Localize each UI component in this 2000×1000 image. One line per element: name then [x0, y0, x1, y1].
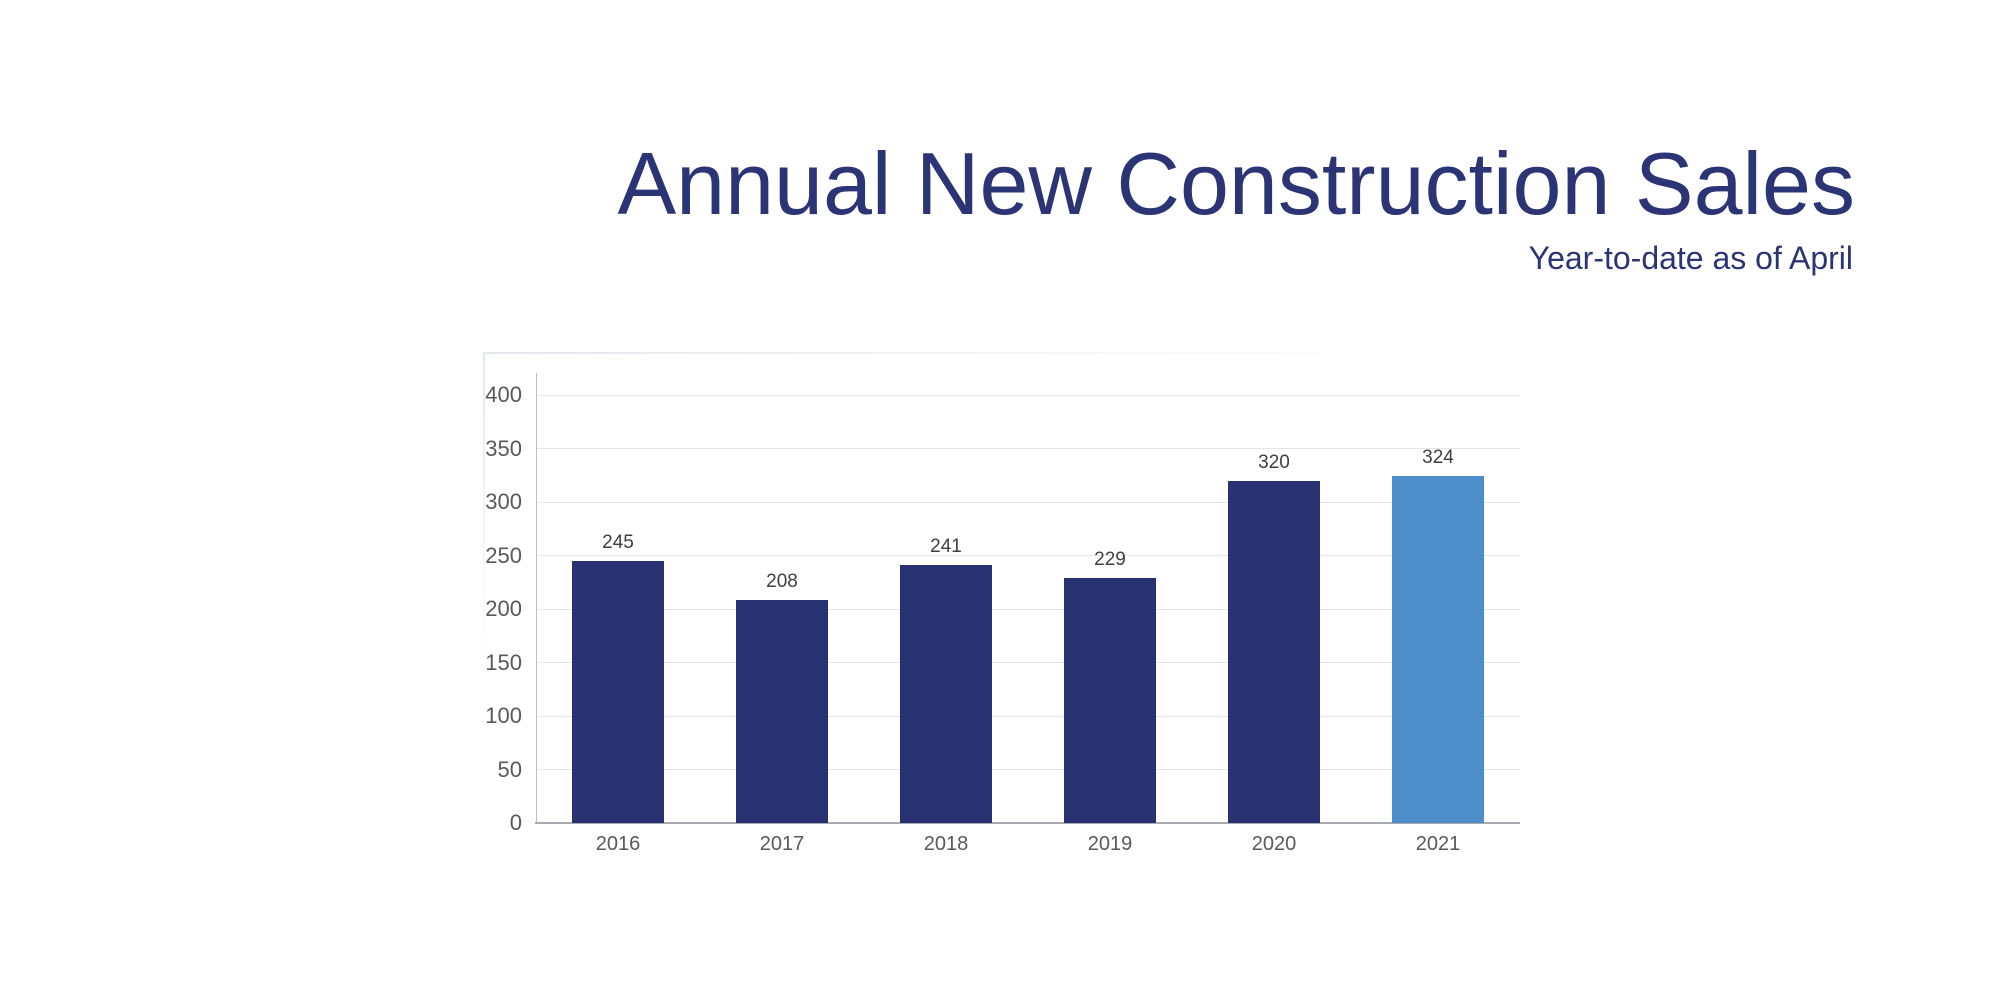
- value-label-2020: 320: [1258, 452, 1290, 473]
- y-axis-tick-labels: 0 50 100 150 200 250 300 350 400: [380, 373, 522, 834]
- gridline-50: [536, 769, 1520, 770]
- x-label-2019: 2019: [1087, 833, 1133, 855]
- plot-area: [536, 373, 1520, 823]
- value-label-2019: 229: [1094, 549, 1126, 570]
- y-tick-label-400: 400: [485, 382, 522, 407]
- y-tick-label-50: 50: [497, 756, 522, 782]
- chart-subtitle: Year-to-date as of April: [1528, 240, 1853, 276]
- bar-2017: [736, 600, 828, 823]
- y-tick-label-300: 300: [485, 489, 522, 514]
- gridline-150: [536, 662, 1520, 663]
- gridline-300: [536, 501, 1520, 503]
- x-label-2021: 2021: [1415, 833, 1461, 855]
- x-label-2016: 2016: [595, 833, 641, 855]
- x-axis-line: [535, 822, 1520, 824]
- bar-2018: [900, 565, 992, 823]
- x-label-2017: 2017: [759, 833, 805, 855]
- bar-slot-2021: 324: [1356, 373, 1520, 823]
- header: Annual New Construction Sales: [0, 140, 1855, 228]
- bar-slot-2017: 208: [700, 373, 864, 823]
- y-axis-line: [536, 373, 537, 823]
- y-tick-label-100: 100: [485, 703, 522, 728]
- y-tick-label-350: 350: [485, 435, 522, 461]
- chart-title: Annual New Construction Sales: [617, 134, 1855, 233]
- x-axis-category-labels: 2016 2017 2018 2019 2020 2021: [536, 834, 1520, 854]
- gridline-250: [536, 555, 1520, 556]
- y-tick-label-250: 250: [485, 542, 522, 568]
- gridline-100: [536, 715, 1520, 717]
- bar-2019: [1064, 578, 1156, 823]
- value-label-2018: 241: [930, 536, 962, 557]
- gridline-350: [536, 448, 1520, 449]
- y-tick-label-200: 200: [485, 596, 522, 621]
- bar-slot-2018: 241: [864, 373, 1028, 823]
- value-label-2016: 245: [602, 532, 634, 553]
- y-tick-label-150: 150: [485, 649, 522, 675]
- gridline-200: [536, 608, 1520, 610]
- bar-series: 245 208 241 229 320 324: [536, 373, 1520, 823]
- bar-slot-2016: 245: [536, 373, 700, 823]
- x-label-2020: 2020: [1251, 833, 1297, 855]
- bar-2020: [1228, 481, 1320, 823]
- bar-slot-2019: 229: [1028, 373, 1192, 823]
- value-label-2021: 324: [1422, 447, 1454, 468]
- chart-frame-left-edge: [483, 352, 485, 662]
- y-tick-label-0: 0: [509, 810, 522, 835]
- gridline-400: [536, 394, 1520, 396]
- bar-2016: [572, 561, 664, 823]
- bar-2021: [1392, 476, 1484, 823]
- chart-frame-top-edge: [483, 352, 1578, 354]
- x-label-2018: 2018: [923, 833, 969, 855]
- value-label-2017: 208: [766, 571, 798, 592]
- bar-slot-2020: 320: [1192, 373, 1356, 823]
